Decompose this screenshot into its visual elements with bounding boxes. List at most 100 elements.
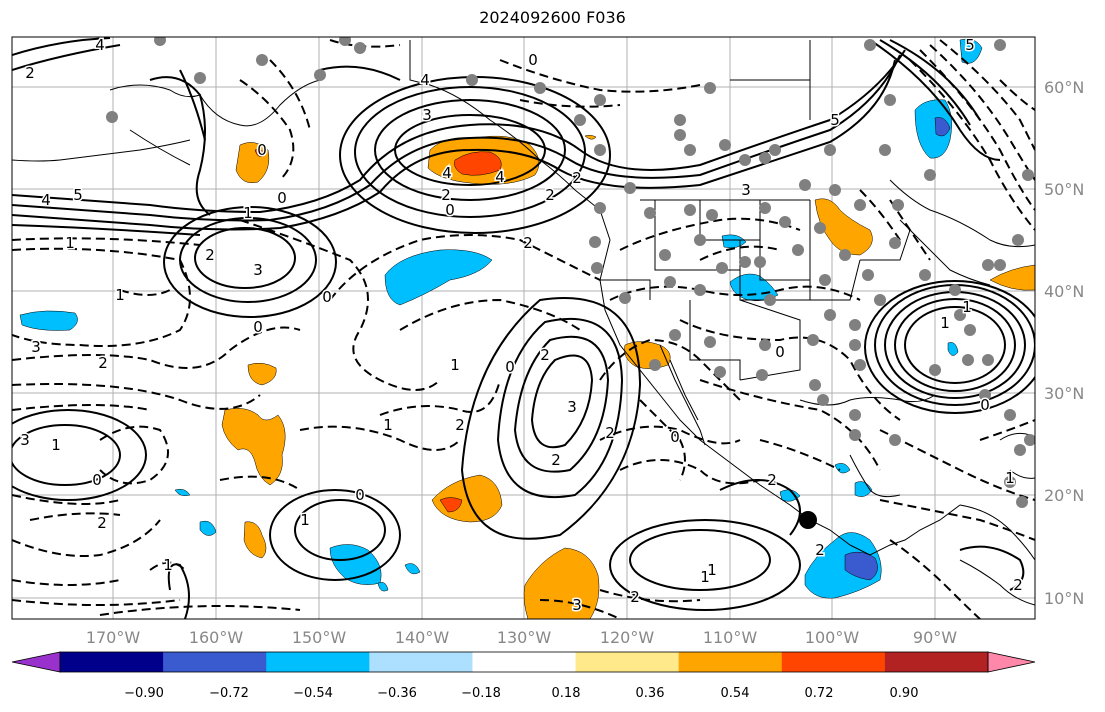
colorbar-segment (575, 652, 680, 672)
contour-label: 3 (567, 398, 577, 416)
contour-label: 0 (980, 396, 990, 414)
longitude-labels: 170°W 160°W 150°W 140°W 130°W 120°W 110°… (86, 628, 957, 647)
contour-label: 3 (253, 261, 263, 279)
colorbar-tick-label: −0.90 (124, 686, 164, 701)
colorbar-segment (472, 652, 577, 672)
latitude-labels: 60°N 50°N 40°N 30°N 20°N 10°N (1044, 78, 1084, 608)
colorbar-tick-label: 0.18 (552, 686, 581, 701)
solid-contours (12, 37, 1035, 619)
station-dots (106, 37, 1035, 508)
contour-label: 2 (1013, 576, 1023, 594)
contour-label: 5 (73, 186, 83, 204)
lon-label: 160°W (189, 628, 244, 647)
lat-label: 10°N (1044, 589, 1084, 608)
contour-label: 0 (445, 201, 455, 219)
lon-label: 150°W (292, 628, 347, 647)
location-marker (799, 511, 817, 529)
contour-label: 3 (741, 181, 751, 199)
positive-anomaly-fills (221, 134, 1035, 619)
contour-label: 5 (965, 36, 975, 54)
contour-label: 1 (51, 436, 61, 454)
contour-label: 2 (455, 416, 465, 434)
map-title: 2024092600 F036 (479, 8, 626, 27)
contour-label: 3 (31, 338, 41, 356)
colorbar (11, 651, 1036, 673)
lat-label: 40°N (1044, 282, 1084, 301)
contour-label: 2 (97, 514, 107, 532)
strong-positive-anomaly-fills (254, 148, 502, 513)
dashed-contours (12, 39, 1035, 619)
colorbar-segment (369, 652, 473, 672)
contour-label: 2 (767, 471, 777, 489)
lon-label: 110°W (703, 628, 758, 647)
contour-label: 0 (253, 318, 263, 336)
contour-label: 2 (551, 451, 561, 469)
contour-label: 2 (441, 186, 451, 204)
colorbar-tick-label: −0.72 (209, 686, 249, 701)
contour-label: 0 (257, 141, 267, 159)
contour-label: 0 (505, 358, 515, 376)
contour-label: 1 (962, 298, 972, 316)
colorbar-tick-label: −0.36 (377, 686, 417, 701)
map-frame (11, 36, 1036, 620)
contour-label: 1 (383, 416, 393, 434)
colorbar-segment (266, 652, 370, 672)
contour-label: 5 (830, 111, 840, 129)
contour-label: 1 (300, 511, 310, 529)
colorbar-segment (781, 652, 886, 672)
colorbar-segment (60, 652, 164, 672)
lon-label: 120°W (600, 628, 655, 647)
contour-label: 0 (670, 428, 680, 446)
lon-label: 130°W (497, 628, 552, 647)
contour-label: 2 (540, 346, 550, 364)
colorbar-tick-label: 0.72 (805, 686, 834, 701)
contour-label: 4 (420, 71, 430, 89)
contour-label: 1 (163, 556, 173, 574)
contour-label: 4 (442, 164, 452, 182)
colorbar-segment (678, 652, 783, 672)
lat-label: 50°N (1044, 180, 1084, 199)
colorbar-segment (163, 652, 267, 672)
colorbar-tick-label: 0.36 (636, 686, 665, 701)
contour-label: 2 (205, 246, 215, 264)
colorbar-border (59, 651, 989, 673)
lon-label: 100°W (805, 628, 860, 647)
colorbar-tick-label: 0.90 (890, 686, 919, 701)
contour-label: 1 (243, 204, 253, 222)
contour-label: 2 (815, 541, 825, 559)
contour-label: 1 (940, 314, 950, 332)
contour-label: 0 (775, 343, 785, 361)
colorbar-segment (884, 652, 989, 672)
contour-label: 3 (20, 431, 30, 449)
contour-label: 0 (277, 189, 287, 207)
contour-label: 2 (25, 64, 35, 82)
lon-label: 140°W (395, 628, 450, 647)
lon-label: 170°W (86, 628, 141, 647)
colorbar-extend-low (11, 651, 61, 673)
contour-label: 2 (572, 169, 582, 187)
contour-label: 0 (528, 51, 538, 69)
colorbar-tick-label: −0.18 (461, 686, 501, 701)
lon-label: 90°W (913, 628, 957, 647)
contour-label: 2 (605, 424, 615, 442)
contour-label: 1 (115, 286, 125, 304)
contour-label: 4 (95, 36, 105, 54)
contour-label: 1 (700, 568, 710, 586)
strong-negative-anomaly-fills (844, 117, 951, 581)
contour-label: 4 (495, 168, 505, 186)
contour-label: 0 (355, 486, 365, 504)
colorbar-extend-high (987, 651, 1036, 673)
contour-label: 2 (523, 234, 533, 252)
contour-label: 3 (572, 596, 582, 614)
contour-label: 2 (98, 354, 108, 372)
contour-label: 0 (322, 288, 332, 306)
lat-label: 20°N (1044, 486, 1084, 505)
contour-label: 4 (41, 191, 51, 209)
contour-label: 2 (630, 588, 640, 606)
contour-label: 3 (422, 106, 432, 124)
contour-label: 2 (545, 186, 555, 204)
colorbar-tick-label: −0.54 (293, 686, 333, 701)
lat-label: 60°N (1044, 78, 1084, 97)
